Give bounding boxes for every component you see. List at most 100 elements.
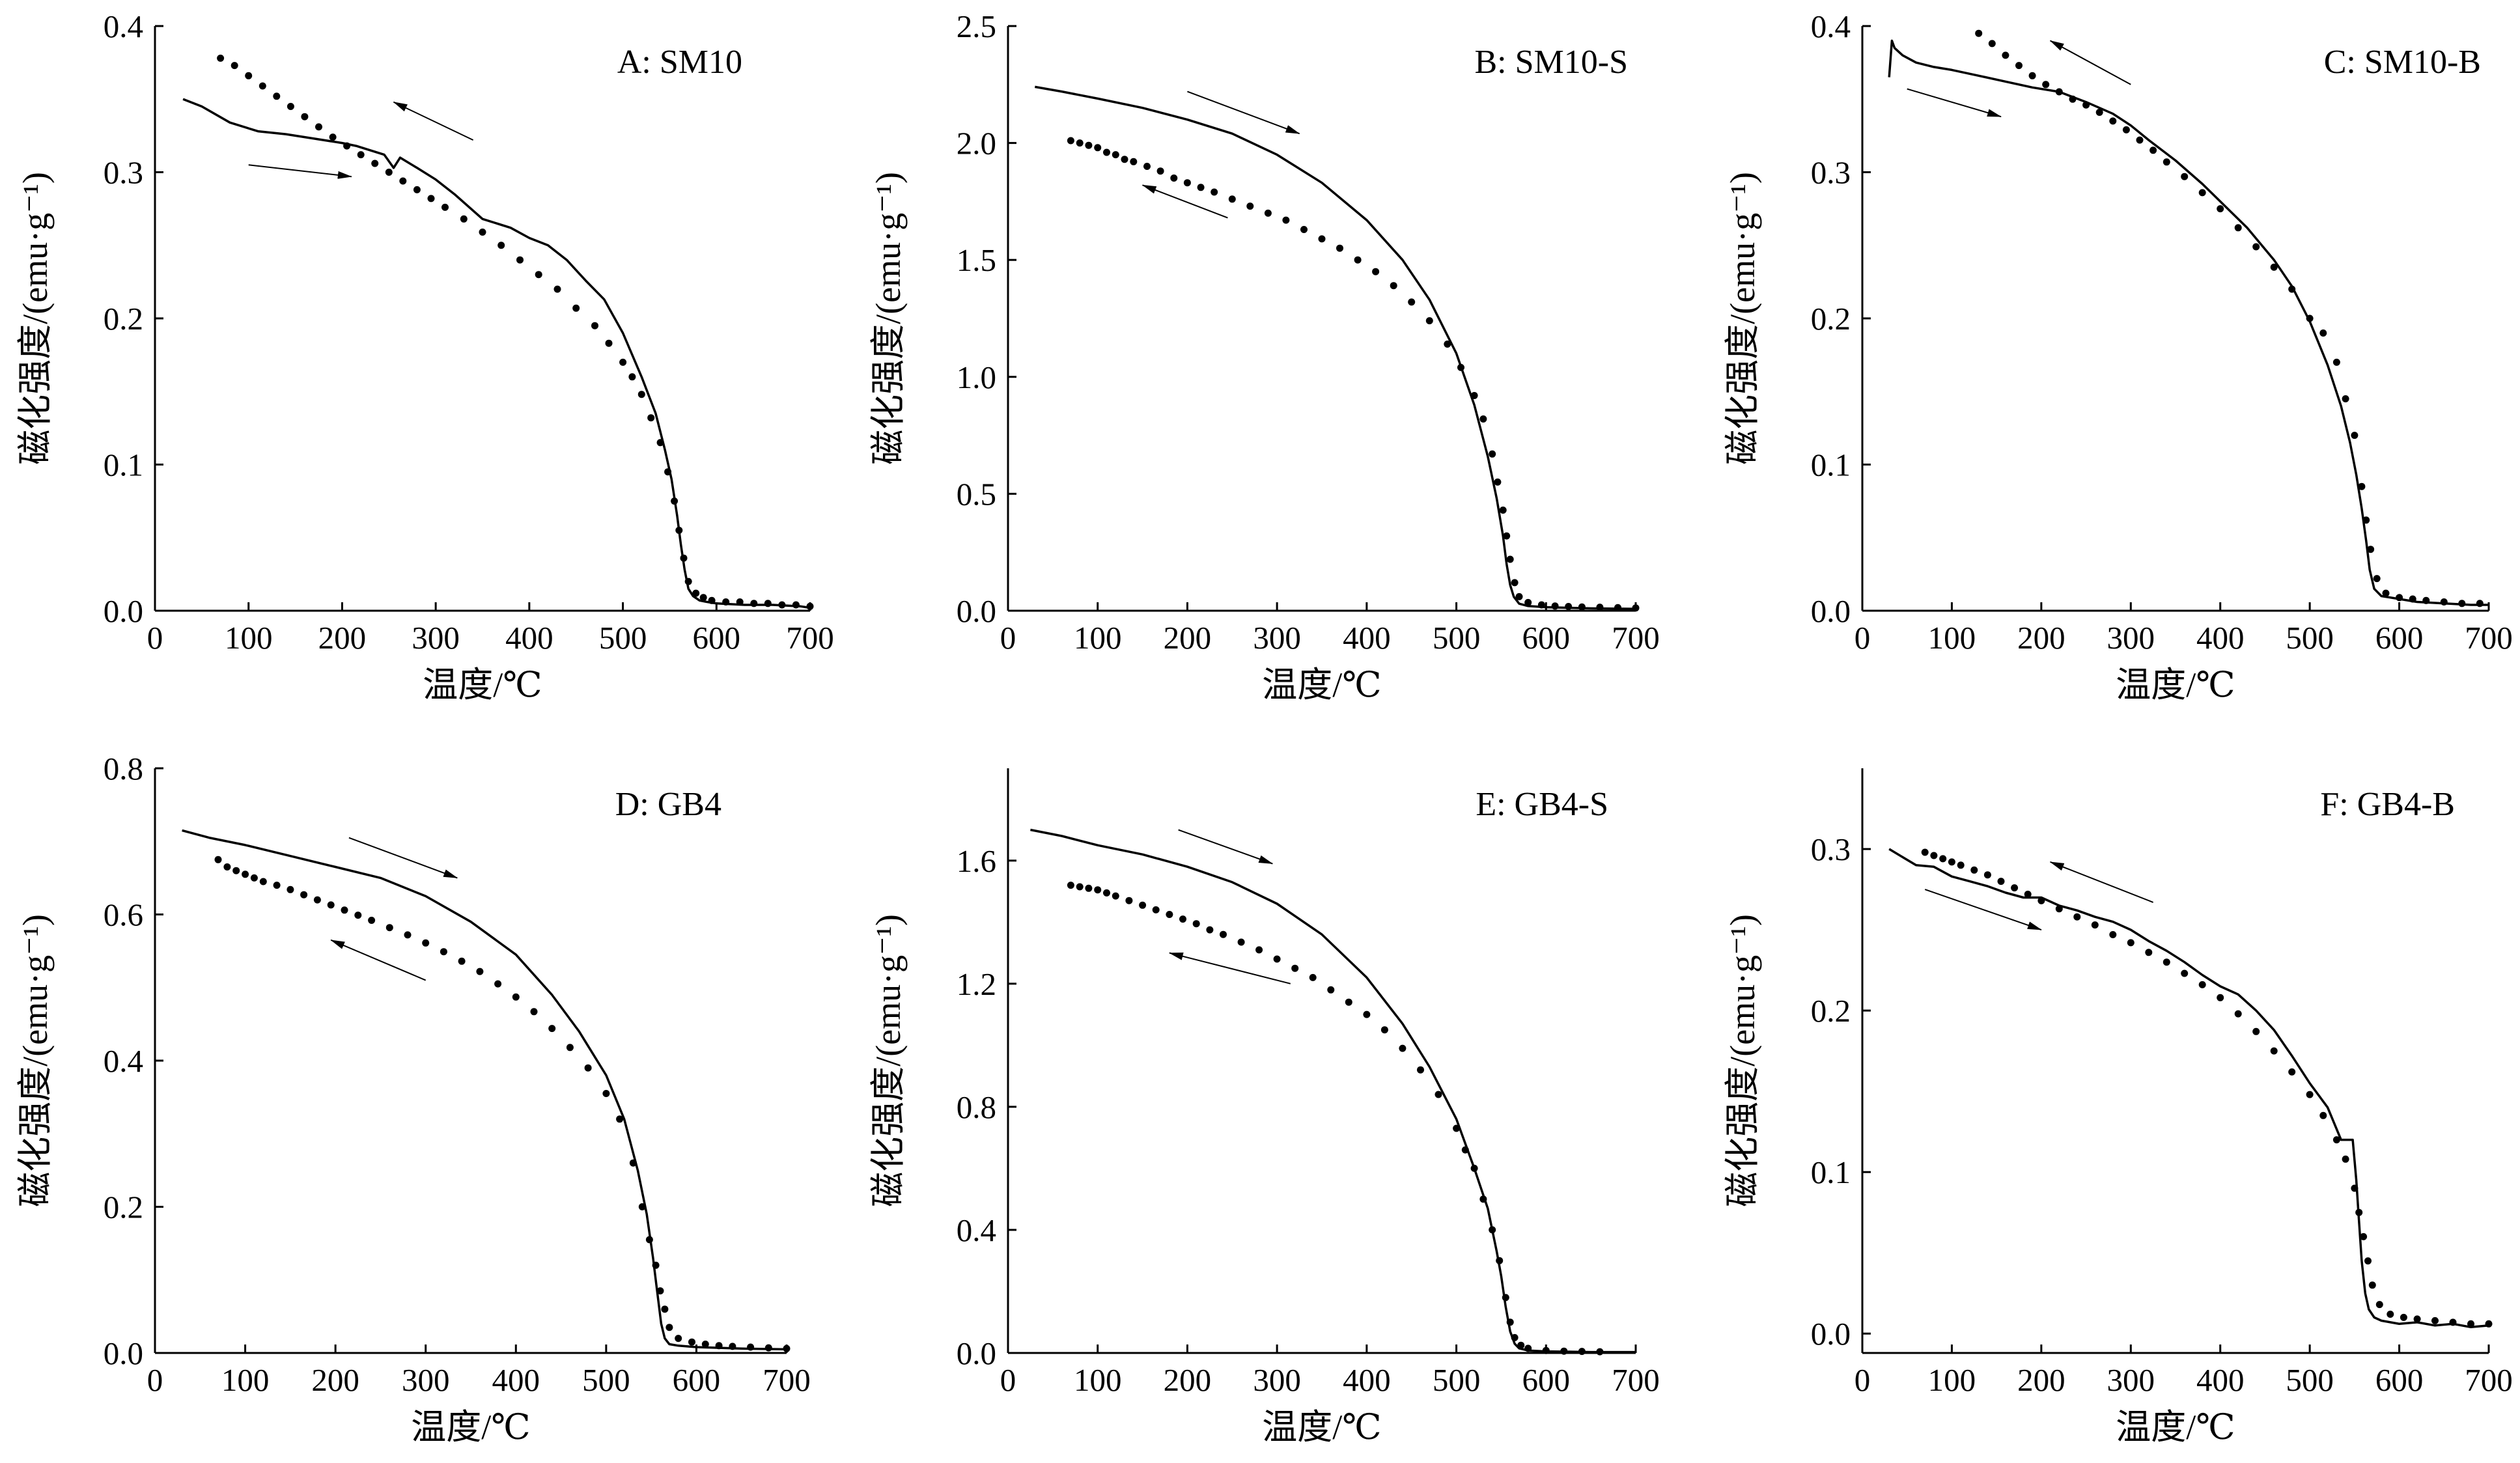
heating-curve-line [1888, 39, 2489, 606]
cooling-point [2037, 897, 2045, 904]
cooling-point [2136, 136, 2144, 144]
chart-panel-6: 0 100 200 300 400 500 600 700 0.0 0.1 0.2 0.3 温度/℃ 磁化… [1723, 768, 2513, 1447]
cooling-point [729, 1343, 736, 1350]
cooling-point [2351, 432, 2359, 439]
cooling-point [1085, 884, 1093, 892]
y-tick-label: 0.4 [104, 1043, 143, 1079]
cooling-point [2234, 1010, 2242, 1018]
cooling-point [675, 1335, 682, 1343]
cooling-point [1461, 1146, 1469, 1154]
cooling-point [2122, 126, 2130, 133]
cooling-point [1517, 1341, 1525, 1349]
cooling-point [273, 92, 281, 100]
y-tick-label: 0.6 [104, 897, 143, 933]
x-tick-label: 0 [1855, 1362, 1871, 1398]
cooling-point [460, 215, 468, 223]
cooling-point [701, 1341, 709, 1348]
cooling-point [1139, 901, 1147, 909]
cooling-point [2387, 1311, 2394, 1318]
cooling-point [1479, 1195, 1487, 1203]
cooling-point [2234, 224, 2242, 232]
x-tick-label: 600 [1522, 1362, 1571, 1398]
y-tick-label: 0.8 [104, 751, 143, 787]
cooling-point [1237, 938, 1245, 946]
cooling-point [2198, 981, 2206, 988]
cooling-point [413, 186, 421, 193]
cooling-point [2319, 329, 2327, 337]
x-axis-title: 温度/℃ [423, 665, 542, 704]
panel-label: F: GB4-B [2320, 786, 2455, 823]
cooling-point [1179, 915, 1186, 923]
y-tick-label: 0.0 [104, 1335, 143, 1371]
cooling-point [2485, 1320, 2493, 1328]
chart-panel-5: 0 100 200 300 400 500 600 700 0.0 0.4 0.8 1.2 1.6 温度/… [869, 768, 1660, 1447]
y-tick-label: 0.3 [1811, 155, 1851, 191]
heating-curve-line [1030, 828, 1636, 1354]
cooling-point [1156, 167, 1164, 175]
x-axis-title: 温度/℃ [2116, 1408, 2235, 1447]
chart-panel-4: 0 100 200 300 400 500 600 700 0.0 0.2 0.4 0.6 0.8 温度/… [16, 751, 811, 1447]
cooling-point [1496, 1257, 1504, 1264]
cooling-point [1499, 507, 1507, 514]
cooling-point [792, 601, 800, 609]
cooling-point [1282, 216, 1290, 224]
heating-curve-line [182, 98, 811, 609]
cooling-point [1094, 886, 1102, 894]
cooling-point [1076, 883, 1084, 891]
x-tick-label: 300 [2107, 1362, 2155, 1398]
panel-label: A: SM10 [617, 44, 742, 81]
cooling-point [619, 358, 627, 366]
cooling-point [458, 957, 466, 965]
cooling-point [494, 980, 502, 988]
cooling-point [688, 1338, 695, 1346]
x-tick-label: 100 [221, 1362, 270, 1398]
cooling-point [671, 497, 679, 505]
cooling-point [2082, 101, 2090, 109]
cooling-point [664, 468, 672, 476]
cooling-point [1435, 1091, 1442, 1098]
cooling-point [629, 1159, 637, 1167]
cooling-point [287, 103, 294, 110]
y-tick-label: 0.5 [957, 476, 996, 512]
cooling-point [647, 414, 655, 422]
y-tick-label: 0.1 [104, 447, 143, 483]
x-tick-label: 0 [1000, 1362, 1016, 1398]
cooling-point [638, 1203, 646, 1210]
cooling-point [1121, 156, 1128, 163]
cooling-point [2011, 884, 2019, 892]
heating-curve-line [182, 829, 787, 1351]
heating-curve-line [1888, 848, 2489, 1329]
cooling-point [2015, 62, 2023, 70]
cooling-point [628, 373, 636, 381]
cooling-point [2396, 594, 2403, 602]
cooling-point [2288, 285, 2296, 293]
x-tick-label: 400 [1343, 620, 1391, 656]
cooling-point [1291, 964, 1299, 972]
cooling-point [2458, 600, 2466, 607]
cooling-point [2055, 88, 2063, 96]
cooling-point [2217, 994, 2224, 1001]
cooling-point [315, 123, 322, 131]
y-tick-label: 0.4 [104, 8, 143, 44]
cooling-point [2358, 482, 2366, 490]
y-tick-label: 0.4 [1811, 8, 1851, 44]
x-tick-label: 700 [1612, 620, 1660, 656]
x-tick-label: 300 [2107, 620, 2155, 656]
cooling-point [656, 1287, 664, 1295]
cooling-point [616, 1115, 624, 1123]
cooling-point [1515, 592, 1523, 600]
cooling-point [1425, 317, 1433, 325]
cooling-point [1948, 858, 1955, 866]
cooling-point [1273, 955, 1281, 963]
cooling-point [1372, 268, 1380, 275]
y-tick-label: 0.0 [1811, 593, 1851, 629]
cooling-point [2476, 600, 2484, 607]
cooling-point [1975, 29, 1983, 37]
cooling-point [399, 177, 407, 185]
y-tick-label: 0.3 [1811, 831, 1851, 867]
cooling-point [605, 339, 613, 347]
cooling-point [440, 948, 447, 956]
y-axis-title: 磁化强度/(emu·g⁻¹) [1723, 172, 1762, 465]
cooling-point [1503, 532, 1511, 540]
cooling-point [2373, 575, 2381, 583]
